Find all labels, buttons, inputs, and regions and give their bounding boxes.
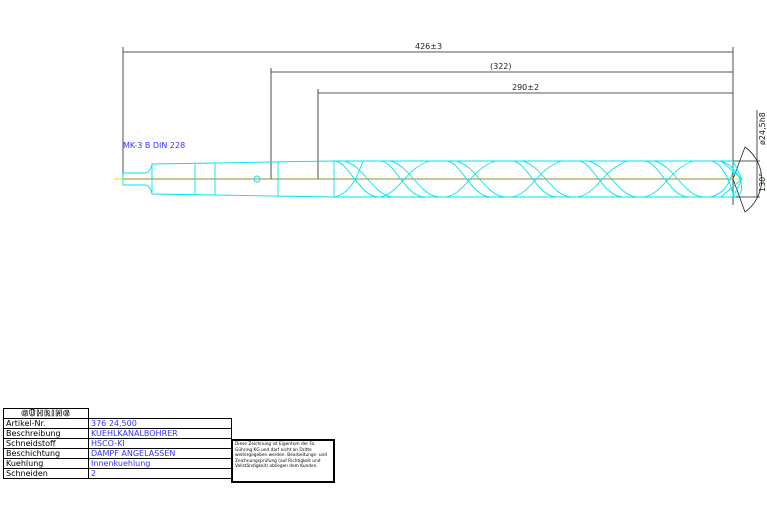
table-row: Schneiden 2 — [3, 468, 232, 479]
row-value: DAMPF ANGELASSEN — [88, 448, 232, 459]
flute-land — [333, 160, 364, 198]
drill-flutes — [333, 160, 743, 198]
row-label: Kuehlung — [3, 458, 89, 469]
title-block: GÜHRING Artikel-Nr. 376 24,500 Beschreibu… — [3, 408, 232, 479]
flute-land — [577, 160, 628, 198]
table-row: Schneidstoff HSCO-KI — [3, 438, 232, 449]
flute-helix — [643, 160, 690, 198]
row-value: KUEHLKANALBOHRER — [88, 428, 232, 439]
flute-helix — [455, 160, 507, 198]
overall-length-dimension: 426±3 — [415, 42, 442, 51]
row-label: Beschichtung — [3, 448, 89, 459]
shank-label: MK-3 B DIN 228 — [123, 141, 185, 150]
flute-helix — [521, 160, 573, 198]
dimension-lines — [122, 47, 763, 213]
flute-helix — [511, 160, 558, 198]
row-value: 2 — [88, 468, 232, 479]
table-row: Kuehlung Innenkuehlung — [3, 458, 232, 469]
flute-length-dimension: 290±2 — [512, 83, 539, 92]
table-row: Artikel-Nr. 376 24,500 — [3, 418, 232, 429]
table-row: Beschreibung KUEHLKANALBOHRER — [3, 428, 232, 439]
flute-helix — [445, 160, 492, 198]
drill-point-edge — [720, 160, 743, 198]
row-label: Beschreibung — [3, 428, 89, 439]
flute-helix — [389, 160, 441, 198]
ownership-note: Diese Zeichnung ist Eigentum der Fa. Güh… — [231, 439, 335, 483]
reference-length-dimension: (322) — [490, 62, 512, 71]
flute-helix — [653, 160, 705, 198]
flute-land — [643, 160, 694, 198]
flute-helix — [333, 160, 380, 198]
flute-land — [379, 160, 430, 198]
row-value: 376 24,500 — [88, 418, 232, 429]
row-label: Artikel-Nr. — [3, 418, 89, 429]
flute-helix — [379, 160, 426, 198]
flute-land — [709, 160, 734, 198]
flute-land — [511, 160, 562, 198]
row-value: HSCO-KI — [88, 438, 232, 449]
row-label: Schneidstoff — [3, 438, 89, 449]
flute-helix — [343, 160, 395, 198]
flute-helix — [587, 160, 639, 198]
point-angle-dimension: 130° — [758, 173, 767, 192]
company-logo: GÜHRING — [3, 408, 89, 419]
row-label: Schneiden — [3, 468, 89, 479]
drill-shank — [122, 160, 335, 198]
flute-land — [445, 160, 496, 198]
flute-helix — [577, 160, 624, 198]
row-value: Innenkuehlung — [88, 458, 232, 469]
diameter-dimension: ø24,5h8 — [758, 112, 767, 145]
table-row: Beschichtung DAMPF ANGELASSEN — [3, 448, 232, 459]
